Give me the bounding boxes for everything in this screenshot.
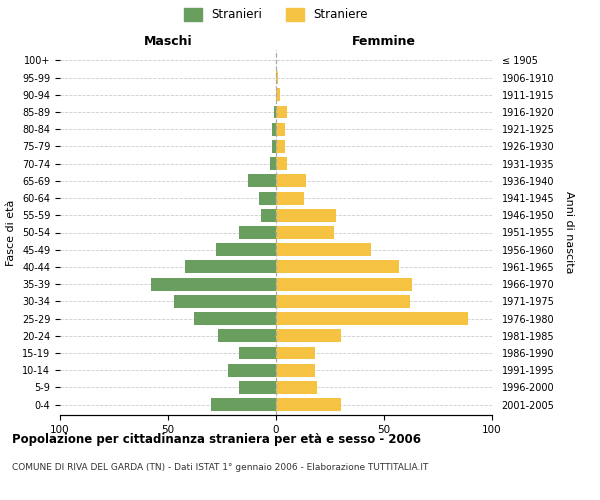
Bar [272, 122, 276, 136]
Bar [274, 106, 276, 118]
Bar [276, 364, 315, 376]
Bar [276, 157, 287, 170]
Bar [151, 278, 276, 290]
Bar [276, 381, 317, 394]
Bar [276, 278, 412, 290]
Bar [239, 346, 276, 360]
Bar [276, 209, 337, 222]
Bar [211, 398, 276, 411]
Bar [276, 330, 341, 342]
Bar [272, 140, 276, 153]
Bar [276, 295, 410, 308]
Bar [229, 364, 276, 376]
Bar [276, 398, 341, 411]
Text: Maschi: Maschi [143, 36, 193, 49]
Bar [276, 88, 280, 101]
Bar [239, 226, 276, 239]
Bar [269, 157, 276, 170]
Bar [185, 260, 276, 274]
Bar [276, 192, 304, 204]
Bar [276, 106, 287, 118]
Bar [276, 122, 284, 136]
Y-axis label: Anni di nascita: Anni di nascita [564, 191, 574, 274]
Bar [239, 381, 276, 394]
Bar [276, 312, 468, 325]
Bar [194, 312, 276, 325]
Y-axis label: Fasce di età: Fasce di età [7, 200, 16, 266]
Bar [218, 330, 276, 342]
Bar [276, 140, 284, 153]
Bar [261, 209, 276, 222]
Text: Femmine: Femmine [352, 36, 416, 49]
Bar [276, 244, 371, 256]
Legend: Stranieri, Straniere: Stranieri, Straniere [184, 8, 368, 22]
Bar [259, 192, 276, 204]
Bar [276, 71, 278, 84]
Bar [248, 174, 276, 188]
Bar [276, 260, 399, 274]
Bar [175, 295, 276, 308]
Bar [215, 244, 276, 256]
Bar [276, 226, 334, 239]
Bar [276, 346, 315, 360]
Bar [276, 174, 306, 188]
Text: COMUNE DI RIVA DEL GARDA (TN) - Dati ISTAT 1° gennaio 2006 - Elaborazione TUTTIT: COMUNE DI RIVA DEL GARDA (TN) - Dati IST… [12, 463, 428, 472]
Text: Popolazione per cittadinanza straniera per età e sesso - 2006: Popolazione per cittadinanza straniera p… [12, 432, 421, 446]
